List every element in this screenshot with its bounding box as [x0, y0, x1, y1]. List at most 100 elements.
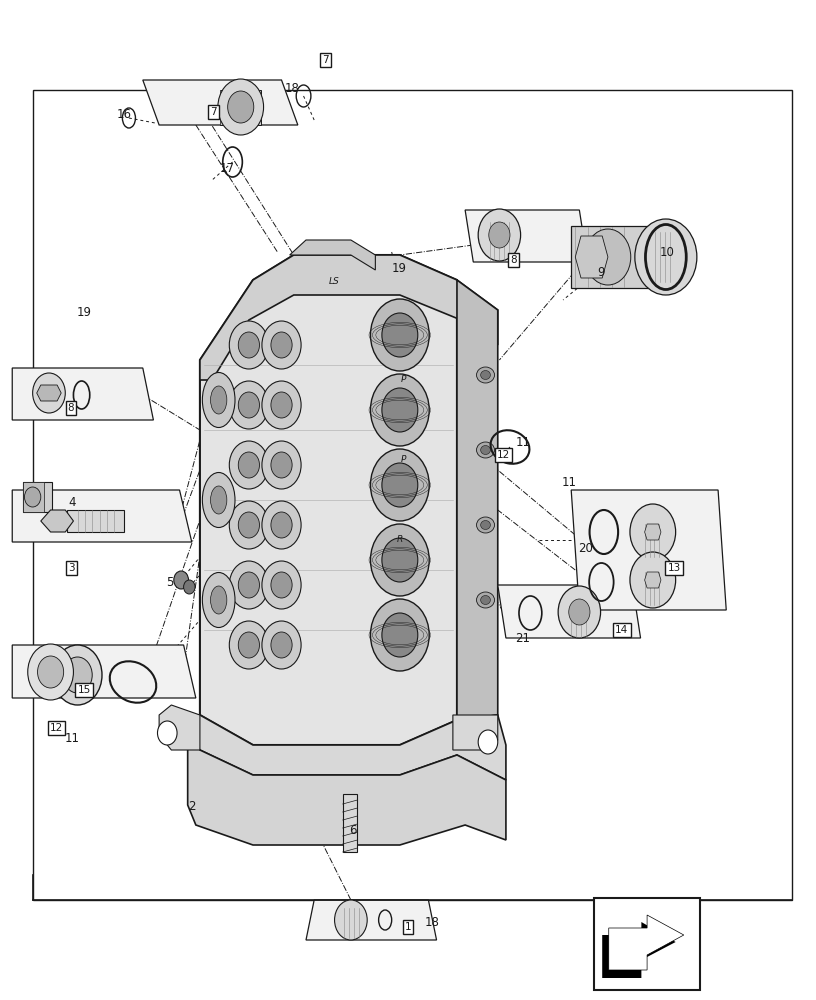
Text: 19: 19 — [392, 261, 406, 274]
Bar — [220, 90, 261, 125]
Circle shape — [238, 392, 259, 418]
Circle shape — [238, 632, 259, 658]
Text: 4: 4 — [68, 495, 76, 508]
Circle shape — [262, 321, 301, 369]
Circle shape — [262, 501, 301, 549]
Polygon shape — [188, 715, 506, 780]
Circle shape — [271, 512, 292, 538]
Text: 2: 2 — [188, 800, 196, 814]
Ellipse shape — [481, 370, 490, 379]
Ellipse shape — [481, 520, 490, 530]
Polygon shape — [575, 236, 608, 278]
Polygon shape — [602, 922, 676, 978]
Text: 18: 18 — [425, 916, 440, 928]
Circle shape — [382, 388, 418, 432]
Text: R: R — [397, 536, 403, 544]
Circle shape — [478, 209, 521, 261]
Bar — [571, 226, 653, 288]
Circle shape — [262, 381, 301, 429]
Circle shape — [382, 463, 418, 507]
Polygon shape — [645, 572, 661, 588]
Circle shape — [478, 730, 498, 754]
Text: 12: 12 — [50, 723, 63, 733]
Text: 3: 3 — [69, 563, 75, 573]
Circle shape — [238, 332, 259, 358]
Circle shape — [630, 504, 676, 560]
Polygon shape — [12, 368, 153, 420]
Polygon shape — [188, 735, 506, 845]
Circle shape — [382, 613, 418, 657]
Text: 8: 8 — [510, 255, 517, 265]
Circle shape — [238, 452, 259, 478]
Polygon shape — [12, 645, 196, 698]
Text: 5: 5 — [166, 576, 174, 588]
Text: 11: 11 — [562, 476, 577, 488]
Text: 12: 12 — [497, 450, 510, 460]
Circle shape — [262, 621, 301, 669]
Circle shape — [370, 449, 429, 521]
Circle shape — [271, 332, 292, 358]
Text: 10: 10 — [660, 245, 675, 258]
Text: LS: LS — [329, 277, 340, 286]
Bar — [23, 482, 44, 512]
Circle shape — [63, 657, 92, 693]
Circle shape — [229, 561, 268, 609]
Ellipse shape — [202, 572, 235, 628]
Circle shape — [370, 374, 429, 446]
Circle shape — [271, 632, 292, 658]
Circle shape — [38, 656, 64, 688]
Polygon shape — [37, 385, 61, 401]
Polygon shape — [159, 705, 200, 750]
Ellipse shape — [202, 372, 235, 428]
Circle shape — [382, 538, 418, 582]
Circle shape — [262, 441, 301, 489]
Circle shape — [28, 644, 73, 700]
Text: 11: 11 — [516, 436, 530, 448]
Text: 19: 19 — [77, 306, 91, 320]
Bar — [33, 90, 792, 900]
Circle shape — [271, 572, 292, 598]
Circle shape — [218, 79, 264, 135]
Ellipse shape — [202, 473, 235, 528]
Ellipse shape — [211, 386, 227, 414]
Circle shape — [229, 321, 268, 369]
Circle shape — [174, 571, 188, 589]
Polygon shape — [498, 585, 641, 638]
Polygon shape — [465, 210, 588, 262]
Text: 8: 8 — [68, 403, 74, 413]
Text: P: P — [401, 456, 406, 464]
Text: P: P — [401, 375, 406, 384]
Circle shape — [229, 441, 268, 489]
Circle shape — [157, 721, 177, 745]
Polygon shape — [609, 915, 684, 970]
Bar — [23, 482, 52, 512]
Text: 7: 7 — [211, 107, 217, 117]
Polygon shape — [12, 490, 192, 542]
Ellipse shape — [477, 367, 494, 383]
Circle shape — [229, 621, 268, 669]
Circle shape — [238, 572, 259, 598]
Text: 15: 15 — [78, 685, 91, 695]
Text: 6: 6 — [348, 824, 357, 836]
Circle shape — [635, 219, 697, 295]
Text: 21: 21 — [516, 632, 530, 645]
Circle shape — [489, 222, 510, 248]
Circle shape — [370, 299, 429, 371]
Ellipse shape — [477, 442, 494, 458]
Polygon shape — [200, 255, 498, 380]
Text: 14: 14 — [615, 625, 628, 635]
Polygon shape — [200, 255, 457, 745]
Circle shape — [370, 524, 429, 596]
Circle shape — [24, 487, 41, 507]
Circle shape — [33, 373, 65, 413]
Bar — [594, 898, 700, 990]
Circle shape — [271, 452, 292, 478]
Circle shape — [262, 561, 301, 609]
Circle shape — [585, 229, 631, 285]
Ellipse shape — [481, 446, 490, 454]
Polygon shape — [457, 280, 498, 720]
Ellipse shape — [211, 586, 227, 614]
Circle shape — [229, 381, 268, 429]
Polygon shape — [290, 240, 375, 270]
Text: 18: 18 — [285, 82, 299, 95]
